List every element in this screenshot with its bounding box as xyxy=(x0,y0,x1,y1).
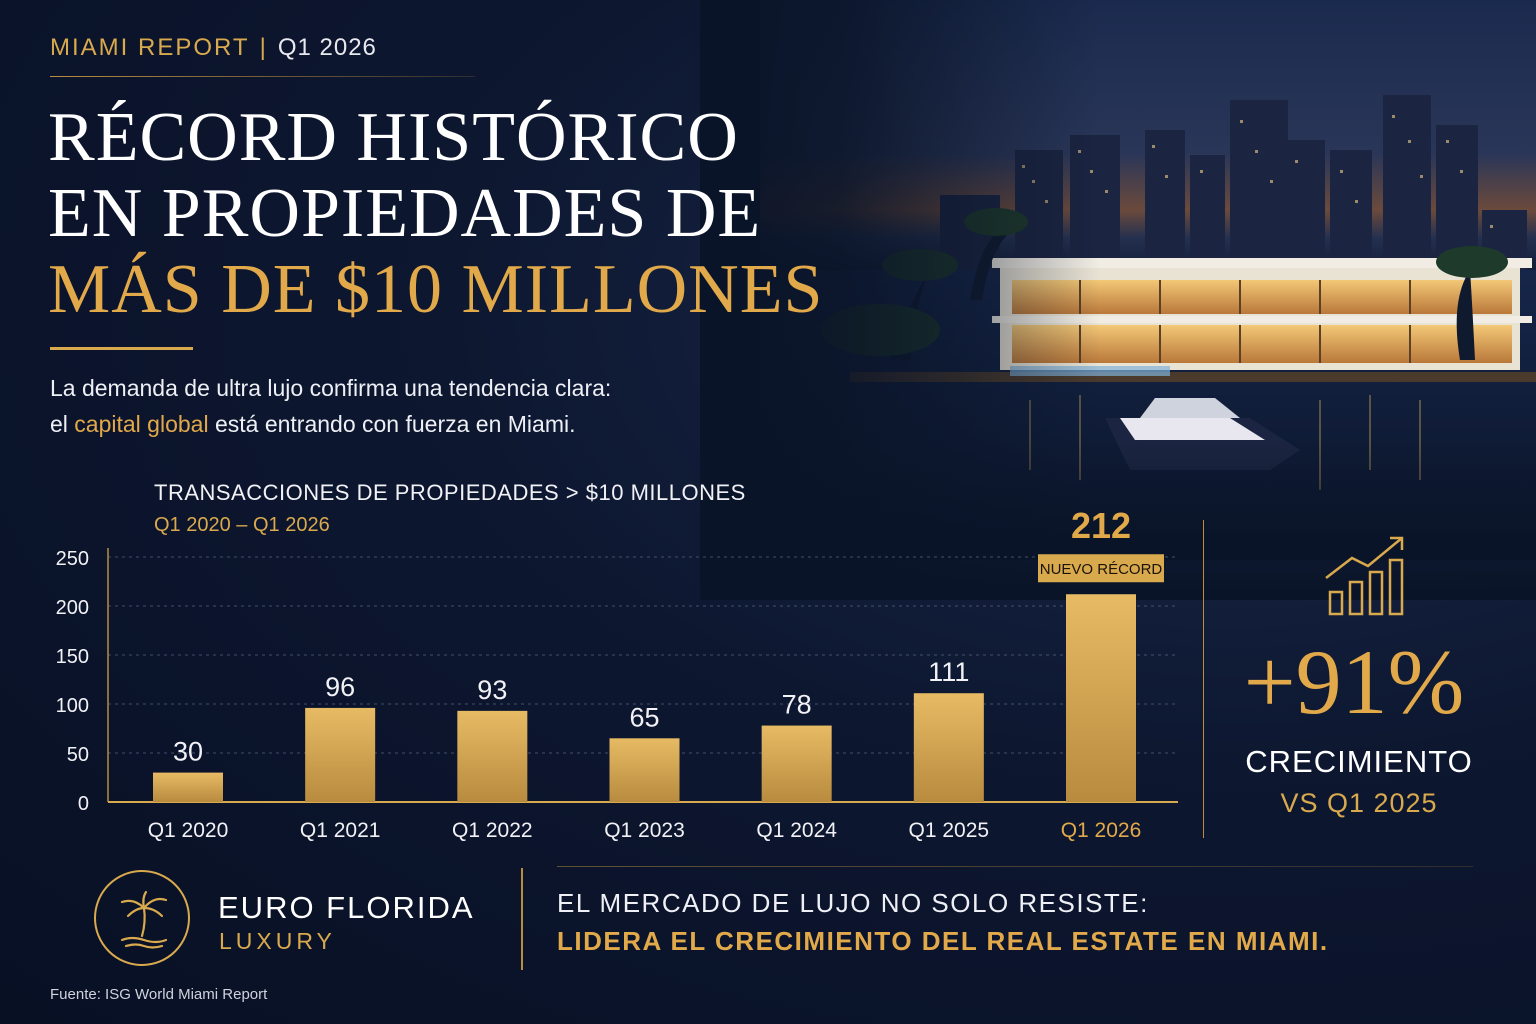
growth-label: CRECIMIENTO xyxy=(1245,744,1473,779)
tagline-line-2: LIDERA EL CRECIMIENTO DEL REAL ESTATE EN… xyxy=(557,926,1329,956)
chart-title: TRANSACCIONES DE PROPIEDADES > $10 MILLO… xyxy=(154,480,746,505)
intro-line-2-pre: el xyxy=(50,411,75,437)
bar xyxy=(1066,594,1136,802)
headline-line-2: EN PROPIEDADES DE xyxy=(48,175,762,252)
y-tick-label: 50 xyxy=(67,744,89,766)
x-tick-label: Q1 2023 xyxy=(604,819,685,842)
growth-value: +91% xyxy=(1243,631,1465,733)
bar xyxy=(153,772,223,802)
brand-subtitle: LUXURY xyxy=(219,928,336,954)
intro-highlight: capital global xyxy=(74,411,209,437)
palm-tree-icon xyxy=(120,890,168,949)
data-label: 111 xyxy=(928,657,969,687)
footer-divider xyxy=(557,866,1473,867)
y-tick-label: 0 xyxy=(78,793,89,815)
bar xyxy=(305,707,376,802)
footer-separator xyxy=(521,868,523,970)
bar xyxy=(457,710,528,802)
x-tick-label: Q1 2021 xyxy=(300,819,381,842)
report-header: MIAMI REPORT | Q1 2026 xyxy=(50,34,377,62)
data-label: 93 xyxy=(477,675,507,705)
y-tick-label: 100 xyxy=(56,695,89,717)
source-note: Fuente: ISG World Miami Report xyxy=(50,986,268,1003)
tagline-line-1: EL MERCADO DE LUJO NO SOLO RESISTE: xyxy=(557,888,1149,918)
bar xyxy=(761,725,832,802)
headline-line-3: MÁS DE $10 MILLONES xyxy=(48,251,824,328)
bar xyxy=(609,738,680,802)
y-tick-label: 250 xyxy=(56,548,89,570)
brand-name: EURO FLORIDA xyxy=(218,890,475,925)
chart-separator xyxy=(1203,520,1204,838)
x-tick-label: Q1 2020 xyxy=(148,819,229,842)
y-tick-label: 150 xyxy=(56,646,89,668)
data-label: 30 xyxy=(173,737,203,767)
x-tick-label: Q1 2024 xyxy=(756,819,837,842)
x-tick-label: Q1 2026 xyxy=(1061,819,1142,842)
data-label: 96 xyxy=(325,672,355,702)
x-tick-label: Q1 2025 xyxy=(909,819,990,842)
x-tick-label: Q1 2022 xyxy=(452,819,533,842)
brand-logo xyxy=(94,870,190,966)
data-label: 78 xyxy=(782,690,812,720)
data-label: 212 xyxy=(1071,505,1131,546)
report-quarter: Q1 2026 xyxy=(277,34,377,61)
headline-rule xyxy=(50,347,193,350)
report-label: MIAMI REPORT xyxy=(50,34,250,61)
chart-subtitle: Q1 2020 – Q1 2026 xyxy=(154,514,330,536)
headline: RÉCORD HISTÓRICO EN PROPIEDADES DE MÁS D… xyxy=(48,100,823,328)
record-badge-label: NUEVO RÉCORD xyxy=(1040,561,1163,578)
intro-line-1: La demanda de ultra lujo confirma una te… xyxy=(50,375,612,401)
data-label: 65 xyxy=(629,702,659,732)
bar-chart: 0 50 100 150 200 250 30 Q1 2020 96 Q1 2021 93 Q1 20… xyxy=(56,505,1178,842)
y-tick-label: 200 xyxy=(56,597,89,619)
record-badge xyxy=(1038,554,1164,583)
header-divider xyxy=(50,76,475,77)
intro-line-2-post: está entrando con fuerza en Miami. xyxy=(208,411,576,437)
headline-line-1: RÉCORD HISTÓRICO xyxy=(48,99,739,176)
intro-text: La demanda de ultra lujo confirma una te… xyxy=(50,370,611,442)
header-separator: | xyxy=(259,34,268,61)
growth-chart-icon xyxy=(1325,536,1404,616)
bar xyxy=(913,693,984,802)
growth-sublabel: VS Q1 2025 xyxy=(1280,788,1438,818)
intro-line-2: el capital global está entrando con fuer… xyxy=(50,406,611,442)
